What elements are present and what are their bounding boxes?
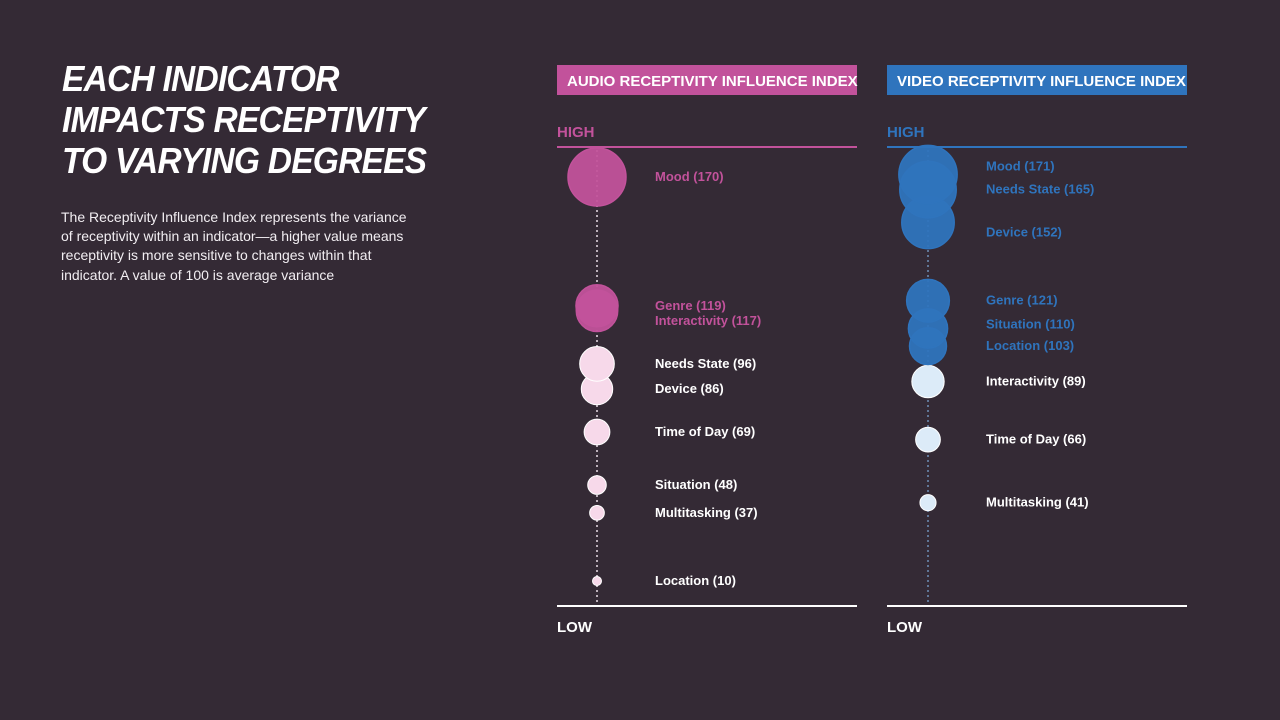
audio-label-location: Location (10) [655, 573, 736, 588]
audio-bubble-multitasking [589, 504, 605, 521]
video-label-device: Device (152) [986, 224, 1062, 239]
audio-bubble-time-of-day [583, 418, 611, 446]
audio-label-genre: Genre (119) [655, 298, 726, 313]
audio-influence-chart: AUDIO RECEPTIVITY INFLUENCE INDEX HIGH Moo… [557, 65, 858, 636]
audio-bubble-mood [567, 147, 627, 207]
audio-label-time-of-day: Time of Day (69) [655, 424, 755, 439]
video-bubble-mood [898, 144, 958, 205]
audio-label-interactivity: Interactivity (117) [655, 313, 761, 328]
video-label-mood: Mood (171) [986, 158, 1055, 173]
page-title: EACH INDICATOR IMPACTS RECEPTIVITY TO VA… [62, 58, 427, 181]
video-label-needs-state: Needs State (165) [986, 182, 1094, 197]
video-label-multitasking: Multitasking (41) [986, 495, 1089, 510]
audio-axis-high-label: HIGH [557, 124, 595, 141]
video-axis-low-label: LOW [887, 619, 923, 636]
audio-axis-low-label: LOW [557, 619, 593, 636]
video-title-bar [887, 65, 1187, 95]
video-label-location: Location (103) [986, 338, 1074, 353]
audio-label-multitasking: Multitasking (37) [655, 505, 758, 520]
audio-label-situation: Situation (48) [655, 477, 737, 492]
audio-bubble-situation [587, 475, 607, 495]
audio-label-mood: Mood (170) [655, 169, 724, 184]
index-description: The Receptivity Influence Index represen… [61, 209, 407, 283]
video-influence-chart: VIDEO RECEPTIVITY INFLUENCE INDEX HIGH Moo… [887, 65, 1187, 636]
audio-label-needs-state: Needs State (96) [655, 356, 756, 371]
audio-bubble-genre [575, 283, 619, 328]
video-label-interactivity: Interactivity (89) [986, 374, 1086, 389]
video-chart-title: VIDEO RECEPTIVITY INFLUENCE INDEX [897, 73, 1186, 90]
audio-bubble-needs-state [579, 346, 615, 382]
audio-label-device: Device (86) [655, 381, 724, 396]
video-bubble-multitasking [919, 494, 937, 512]
audio-bubble-location [592, 576, 602, 586]
video-label-genre: Genre (121) [986, 293, 1058, 308]
video-label-situation: Situation (110) [986, 317, 1075, 332]
video-axis-high-label: HIGH [887, 124, 925, 141]
video-bubble-time-of-day [915, 426, 941, 453]
audio-chart-title: AUDIO RECEPTIVITY INFLUENCE INDEX [567, 73, 858, 90]
video-label-time-of-day: Time of Day (66) [986, 432, 1086, 447]
video-bubble-genre [905, 278, 951, 323]
video-bubble-interactivity [911, 364, 945, 399]
audio-title-bar [557, 65, 857, 95]
